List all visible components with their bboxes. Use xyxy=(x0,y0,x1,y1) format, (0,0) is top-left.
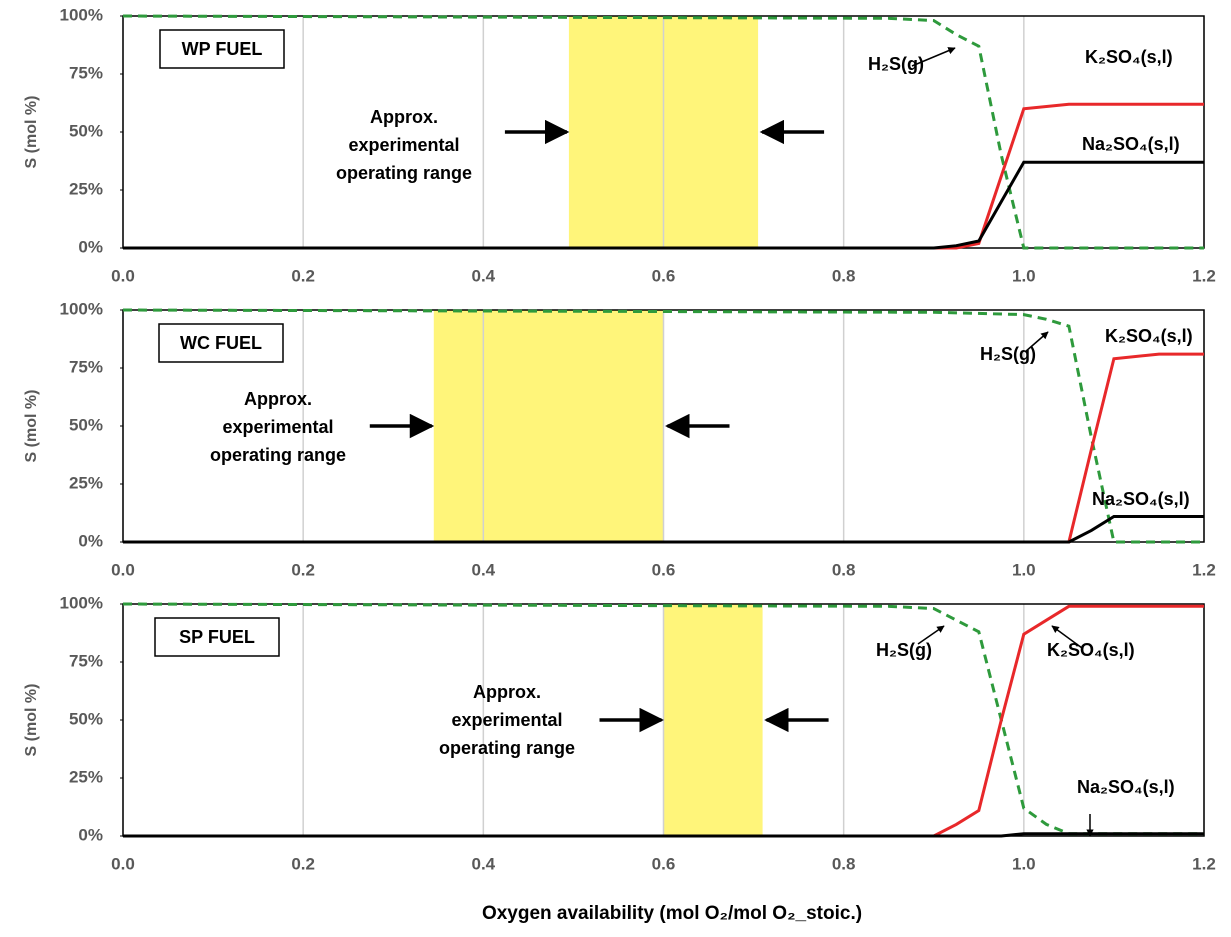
x-tick-label: 1.2 xyxy=(1192,854,1216,873)
range-label: experimental xyxy=(451,710,562,730)
x-tick-label: 1.0 xyxy=(1012,266,1036,285)
series-label: K₂SO₄(s,l) xyxy=(1085,47,1173,67)
x-tick-label: 0.8 xyxy=(832,854,856,873)
range-label: Approx. xyxy=(473,682,541,702)
series-line xyxy=(123,160,1204,250)
x-tick-label: 1.2 xyxy=(1192,266,1216,285)
operating-range xyxy=(663,604,763,836)
series-line xyxy=(123,832,1204,838)
range-label: operating range xyxy=(439,738,575,758)
range-label: operating range xyxy=(210,445,346,465)
range-label: Approx. xyxy=(370,107,438,127)
x-tick-label: 0.4 xyxy=(472,560,496,579)
series-label: H₂S(g) xyxy=(876,640,932,660)
label-arrow xyxy=(917,625,945,645)
label-arrow xyxy=(1051,625,1083,649)
fuel-box xyxy=(158,323,284,363)
y-tick-label: 25% xyxy=(69,767,103,786)
x-tick-label: 0.6 xyxy=(652,560,676,579)
fuel-label: WP FUEL xyxy=(182,39,263,59)
range-label: operating range xyxy=(336,163,472,183)
x-tick-label: 0.6 xyxy=(652,266,676,285)
y-tick-label: 50% xyxy=(69,709,103,728)
x-tick-label: 0.8 xyxy=(832,266,856,285)
x-tick-label: 0.2 xyxy=(291,560,315,579)
x-tick-label: 0.0 xyxy=(111,560,135,579)
series-line xyxy=(123,515,1204,544)
series-label: Na₂SO₄(s,l) xyxy=(1082,134,1180,154)
range-label: Approx. xyxy=(244,389,312,409)
y-tick-label: 0% xyxy=(78,531,103,550)
panel: 0.0 0.2 0.4 0.6 0.8 1.0 1.2 0% 25% 50% 75% 100% S (m… xyxy=(23,299,1216,579)
x-axis-title: Oxygen availability (mol O₂/mol O₂_stoic… xyxy=(482,903,862,924)
y-tick-label: 50% xyxy=(69,121,103,140)
x-tick-label: 1.0 xyxy=(1012,560,1036,579)
series-label: H₂S(g) xyxy=(980,344,1036,364)
x-tick-label: 1.2 xyxy=(1192,560,1216,579)
panel: 0.0 0.2 0.4 0.6 0.8 1.0 1.2 0% 25% 50% 75% 100% S (m… xyxy=(23,593,1216,873)
y-tick-label: 100% xyxy=(60,5,103,24)
series-label: Na₂SO₄(s,l) xyxy=(1077,777,1175,797)
x-tick-label: 0.4 xyxy=(472,266,496,285)
y-tick-label: 75% xyxy=(69,651,103,670)
y-tick-label: 100% xyxy=(60,593,103,612)
y-axis-title: S (mol %) xyxy=(23,96,40,169)
y-tick-label: 25% xyxy=(69,179,103,198)
series-label: H₂S(g) xyxy=(868,54,924,74)
label-arrow xyxy=(1024,331,1049,353)
fuel-label: WC FUEL xyxy=(180,333,262,353)
y-tick-label: 100% xyxy=(60,299,103,318)
x-tick-label: 0.4 xyxy=(472,854,496,873)
range-label: experimental xyxy=(222,417,333,437)
panel: 0.0 0.2 0.4 0.6 0.8 1.0 1.2 0% 25% 50% 75% 100% S (m… xyxy=(23,5,1216,285)
series-line xyxy=(122,14,1204,250)
fuel-box xyxy=(154,617,280,657)
x-tick-label: 0.0 xyxy=(111,854,135,873)
series-label: K₂SO₄(s,l) xyxy=(1047,640,1135,660)
y-axis-title: S (mol %) xyxy=(23,390,40,463)
series-label: Na₂SO₄(s,l) xyxy=(1092,489,1190,509)
y-tick-label: 25% xyxy=(69,473,103,492)
x-tick-label: 0.6 xyxy=(652,854,676,873)
y-tick-label: 0% xyxy=(78,237,103,256)
series-line xyxy=(122,308,1204,544)
x-tick-label: 0.0 xyxy=(111,266,135,285)
label-arrow xyxy=(911,47,956,67)
series-label: K₂SO₄(s,l) xyxy=(1105,326,1193,346)
fuel-label: SP FUEL xyxy=(179,627,255,647)
y-tick-label: 75% xyxy=(69,357,103,376)
y-tick-label: 75% xyxy=(69,63,103,82)
operating-range xyxy=(433,310,664,542)
x-tick-label: 0.8 xyxy=(832,560,856,579)
y-axis-title: S (mol %) xyxy=(23,684,40,757)
range-label: experimental xyxy=(348,135,459,155)
fuel-box xyxy=(159,29,285,69)
y-tick-label: 0% xyxy=(78,825,103,844)
x-tick-label: 0.2 xyxy=(291,266,315,285)
y-tick-label: 50% xyxy=(69,415,103,434)
x-tick-label: 0.2 xyxy=(291,854,315,873)
x-tick-label: 1.0 xyxy=(1012,854,1036,873)
